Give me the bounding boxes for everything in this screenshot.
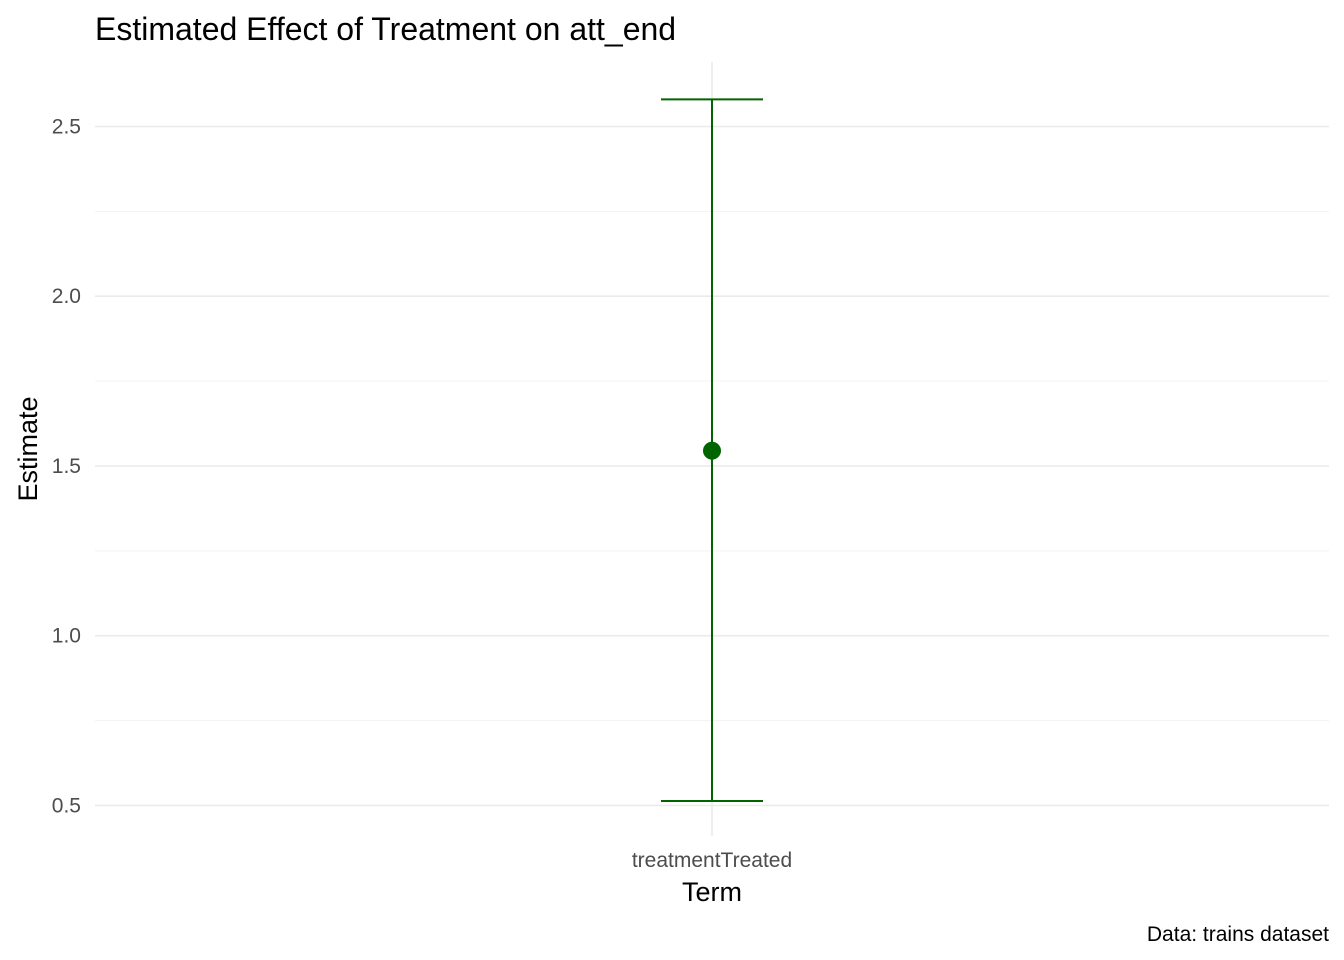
- y-axis-title: Estimate: [13, 396, 43, 501]
- x-tick-label: treatmentTreated: [632, 849, 792, 872]
- y-tick-label: 1.5: [52, 455, 81, 478]
- y-tick-label: 2.5: [52, 116, 81, 139]
- y-tick-label: 0.5: [52, 794, 81, 817]
- chart-title: Estimated Effect of Treatment on att_end: [95, 11, 676, 47]
- y-tick-label: 1.0: [52, 625, 81, 648]
- x-axis: treatmentTreated: [632, 849, 792, 872]
- x-axis-title: Term: [682, 877, 742, 907]
- y-axis: 0.5 1.0 1.5 2.0 2.5: [52, 116, 81, 818]
- data-marks: [661, 98, 763, 803]
- estimate-point: [703, 441, 721, 460]
- chart-caption: Data: trains dataset: [1147, 923, 1329, 946]
- y-tick-label: 2.0: [52, 285, 81, 308]
